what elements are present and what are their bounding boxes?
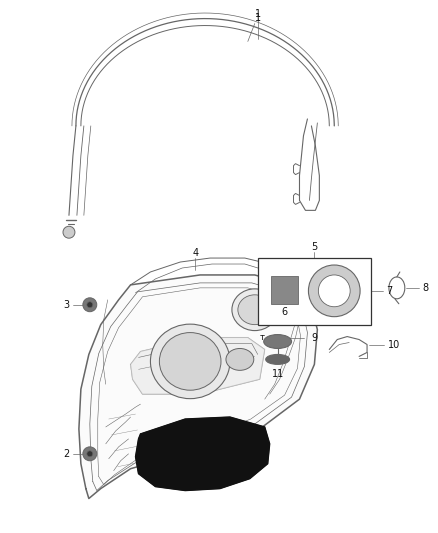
Circle shape — [63, 226, 75, 238]
Text: 11: 11 — [272, 369, 284, 379]
Ellipse shape — [159, 333, 221, 390]
Text: 4: 4 — [192, 248, 198, 258]
Polygon shape — [79, 275, 318, 498]
Circle shape — [318, 275, 350, 307]
Text: 10: 10 — [388, 340, 400, 350]
Polygon shape — [135, 417, 270, 490]
Text: 3: 3 — [63, 300, 69, 310]
Text: 8: 8 — [423, 283, 429, 293]
Ellipse shape — [264, 335, 292, 349]
Text: 2: 2 — [63, 449, 69, 459]
Text: 1: 1 — [254, 13, 261, 22]
Bar — [258, 258, 371, 325]
Ellipse shape — [266, 354, 290, 365]
Text: 9: 9 — [311, 333, 318, 343]
Circle shape — [83, 298, 97, 312]
Circle shape — [308, 265, 360, 317]
Text: 1: 1 — [254, 9, 261, 19]
Text: т: т — [259, 333, 264, 342]
Text: 6: 6 — [282, 306, 288, 317]
Ellipse shape — [150, 324, 230, 399]
Text: 5: 5 — [311, 242, 318, 252]
Text: 7: 7 — [386, 286, 392, 296]
Circle shape — [87, 451, 93, 457]
Bar — [271, 276, 298, 304]
Ellipse shape — [232, 289, 278, 330]
Ellipse shape — [238, 295, 272, 325]
Circle shape — [83, 447, 97, 461]
Polygon shape — [131, 337, 265, 394]
Ellipse shape — [226, 349, 254, 370]
Circle shape — [87, 302, 93, 308]
